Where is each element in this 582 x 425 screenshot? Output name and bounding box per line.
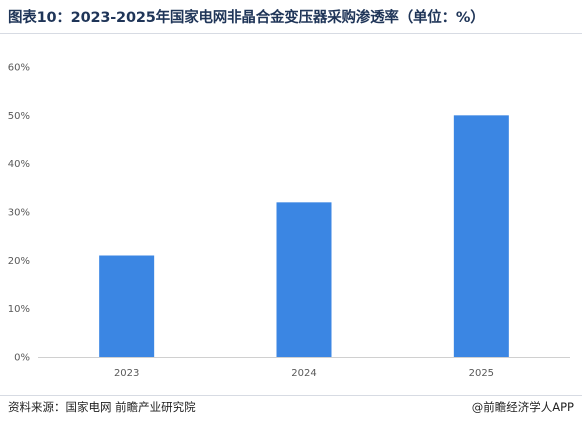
y-tick-label: 20%	[8, 256, 30, 267]
brand-credit: @前瞻经济学人APP	[471, 400, 574, 414]
bars	[99, 115, 509, 357]
x-tick-label: 2023	[114, 368, 139, 379]
bar-chart: 0% 10% 20% 30% 40% 50% 60% 2023 2024 2025	[8, 63, 570, 379]
bar-2024	[276, 202, 332, 357]
chart-title: 图表10：2023-2025年国家电网非晶合金变压器采购渗透率（单位：%）	[8, 10, 485, 26]
y-tick-label: 0%	[14, 353, 30, 364]
bar-2023	[99, 255, 155, 357]
bar-2025	[453, 115, 509, 357]
y-tick-label: 60%	[8, 63, 30, 74]
footer-divider	[0, 395, 582, 396]
source-note: 资料来源：国家电网 前瞻产业研究院	[8, 400, 196, 414]
y-tick-label: 10%	[8, 304, 30, 315]
y-tick-label: 50%	[8, 111, 30, 122]
x-tick-label: 2024	[291, 368, 316, 379]
y-axis: 0% 10% 20% 30% 40% 50% 60%	[8, 63, 30, 364]
x-axis: 2023 2024 2025	[38, 357, 570, 379]
x-tick-label: 2025	[469, 368, 494, 379]
title-divider	[0, 33, 582, 34]
y-tick-label: 40%	[8, 159, 30, 170]
y-tick-label: 30%	[8, 208, 30, 219]
